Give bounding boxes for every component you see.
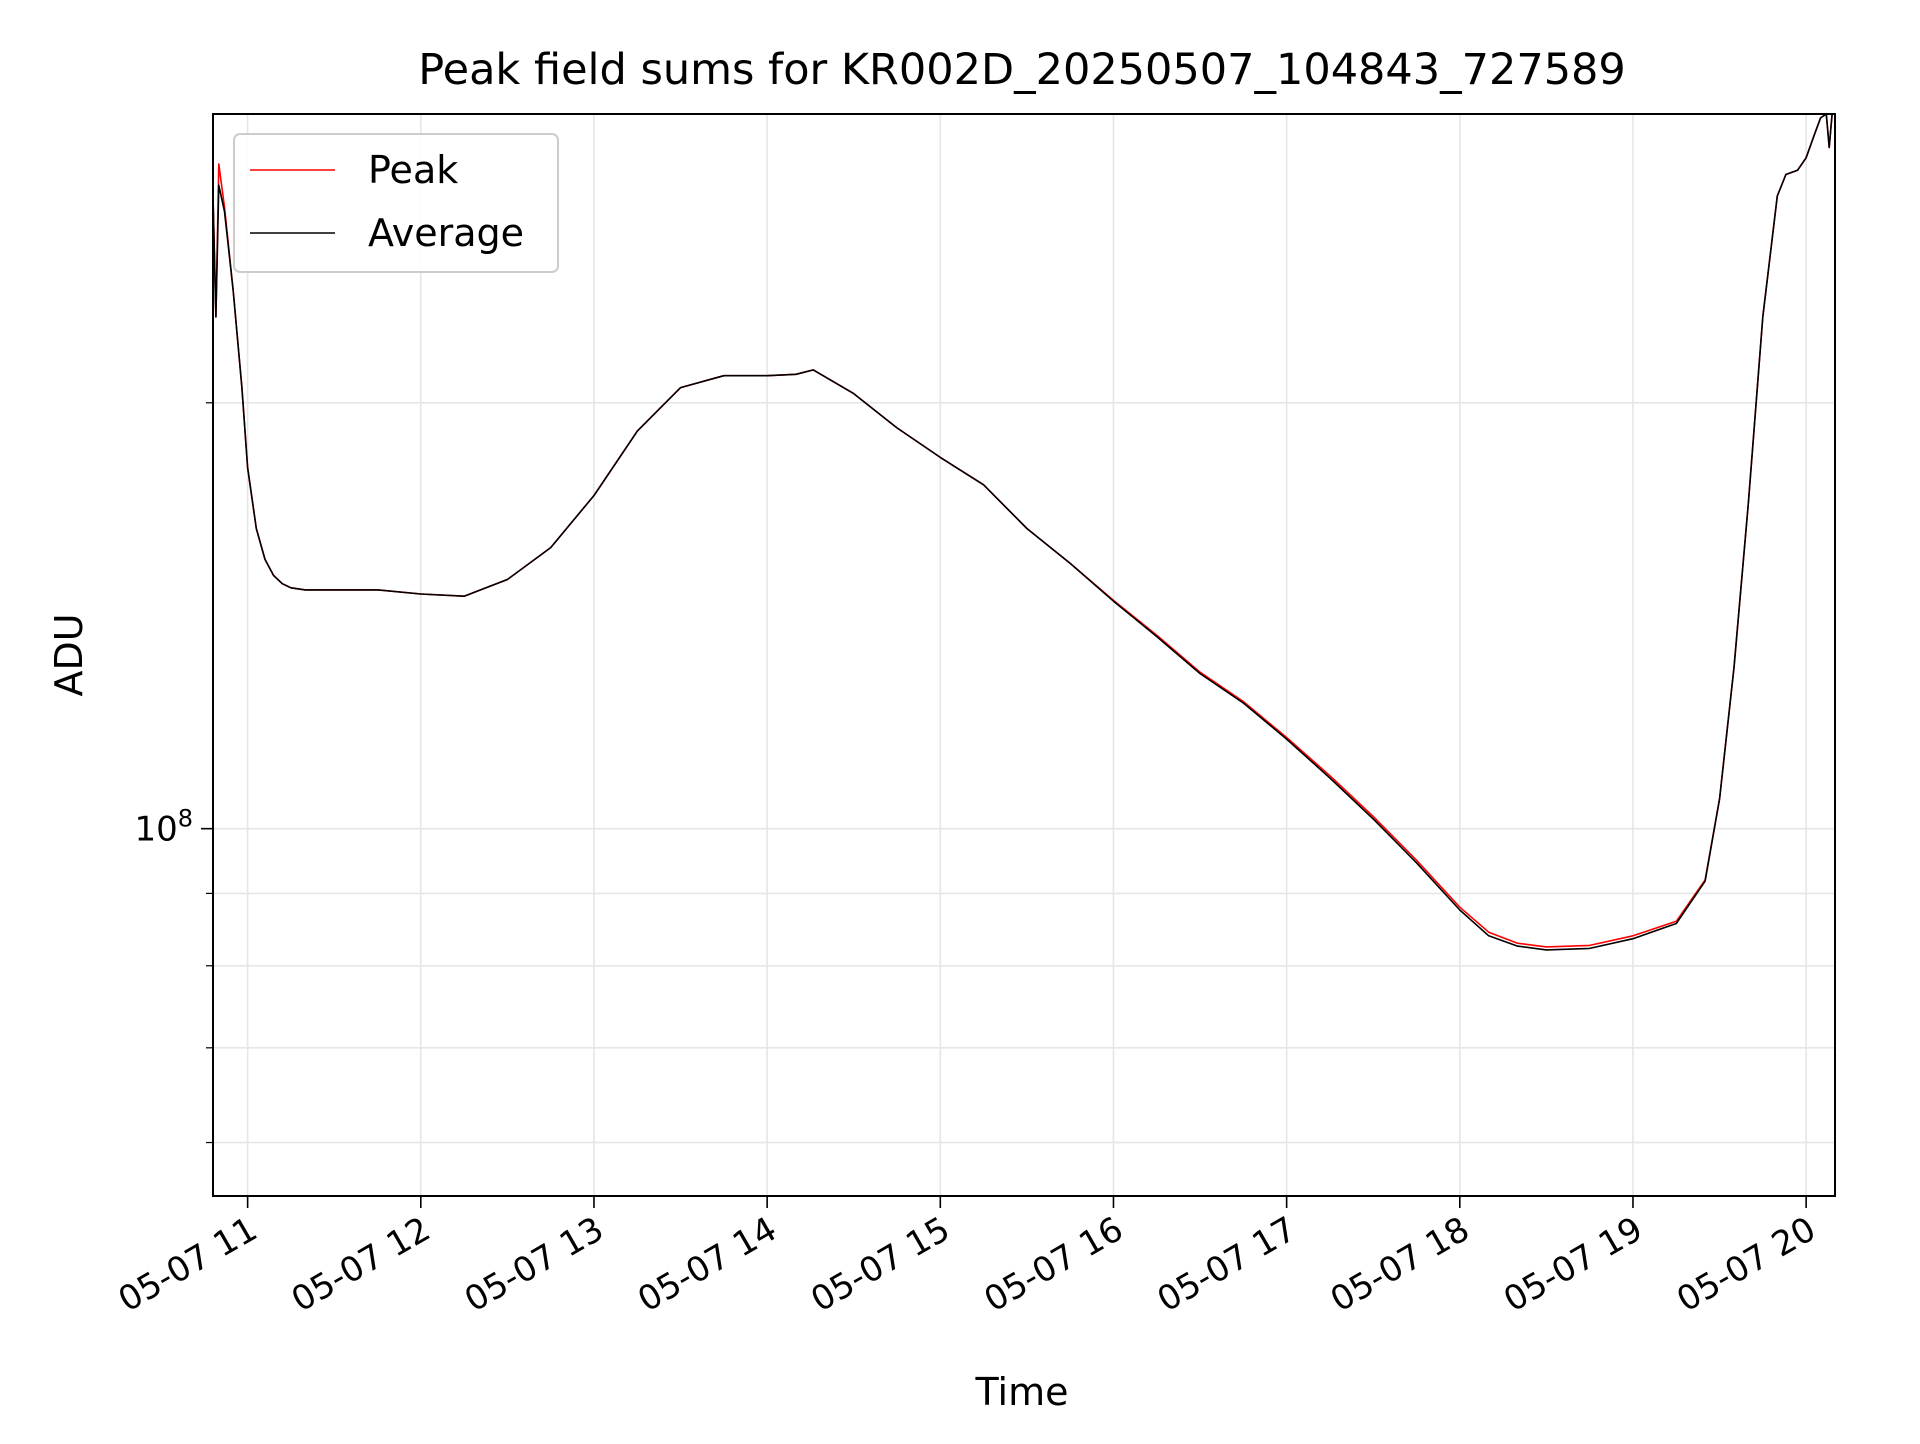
legend-peak-label: Peak <box>368 148 458 192</box>
y-axis-label: ADU <box>47 613 91 696</box>
series-line-average <box>212 113 1833 951</box>
legend: Peak Average <box>233 133 559 273</box>
x-axis-label: Time <box>975 1370 1069 1414</box>
legend-average-label: Average <box>368 211 524 255</box>
plot-frame <box>212 113 1836 1197</box>
grid-layer <box>213 114 1835 1196</box>
series-layer <box>212 113 1833 951</box>
chart-title: Peak field sums for KR002D_20250507_1048… <box>418 45 1626 95</box>
legend-frame <box>233 133 559 273</box>
